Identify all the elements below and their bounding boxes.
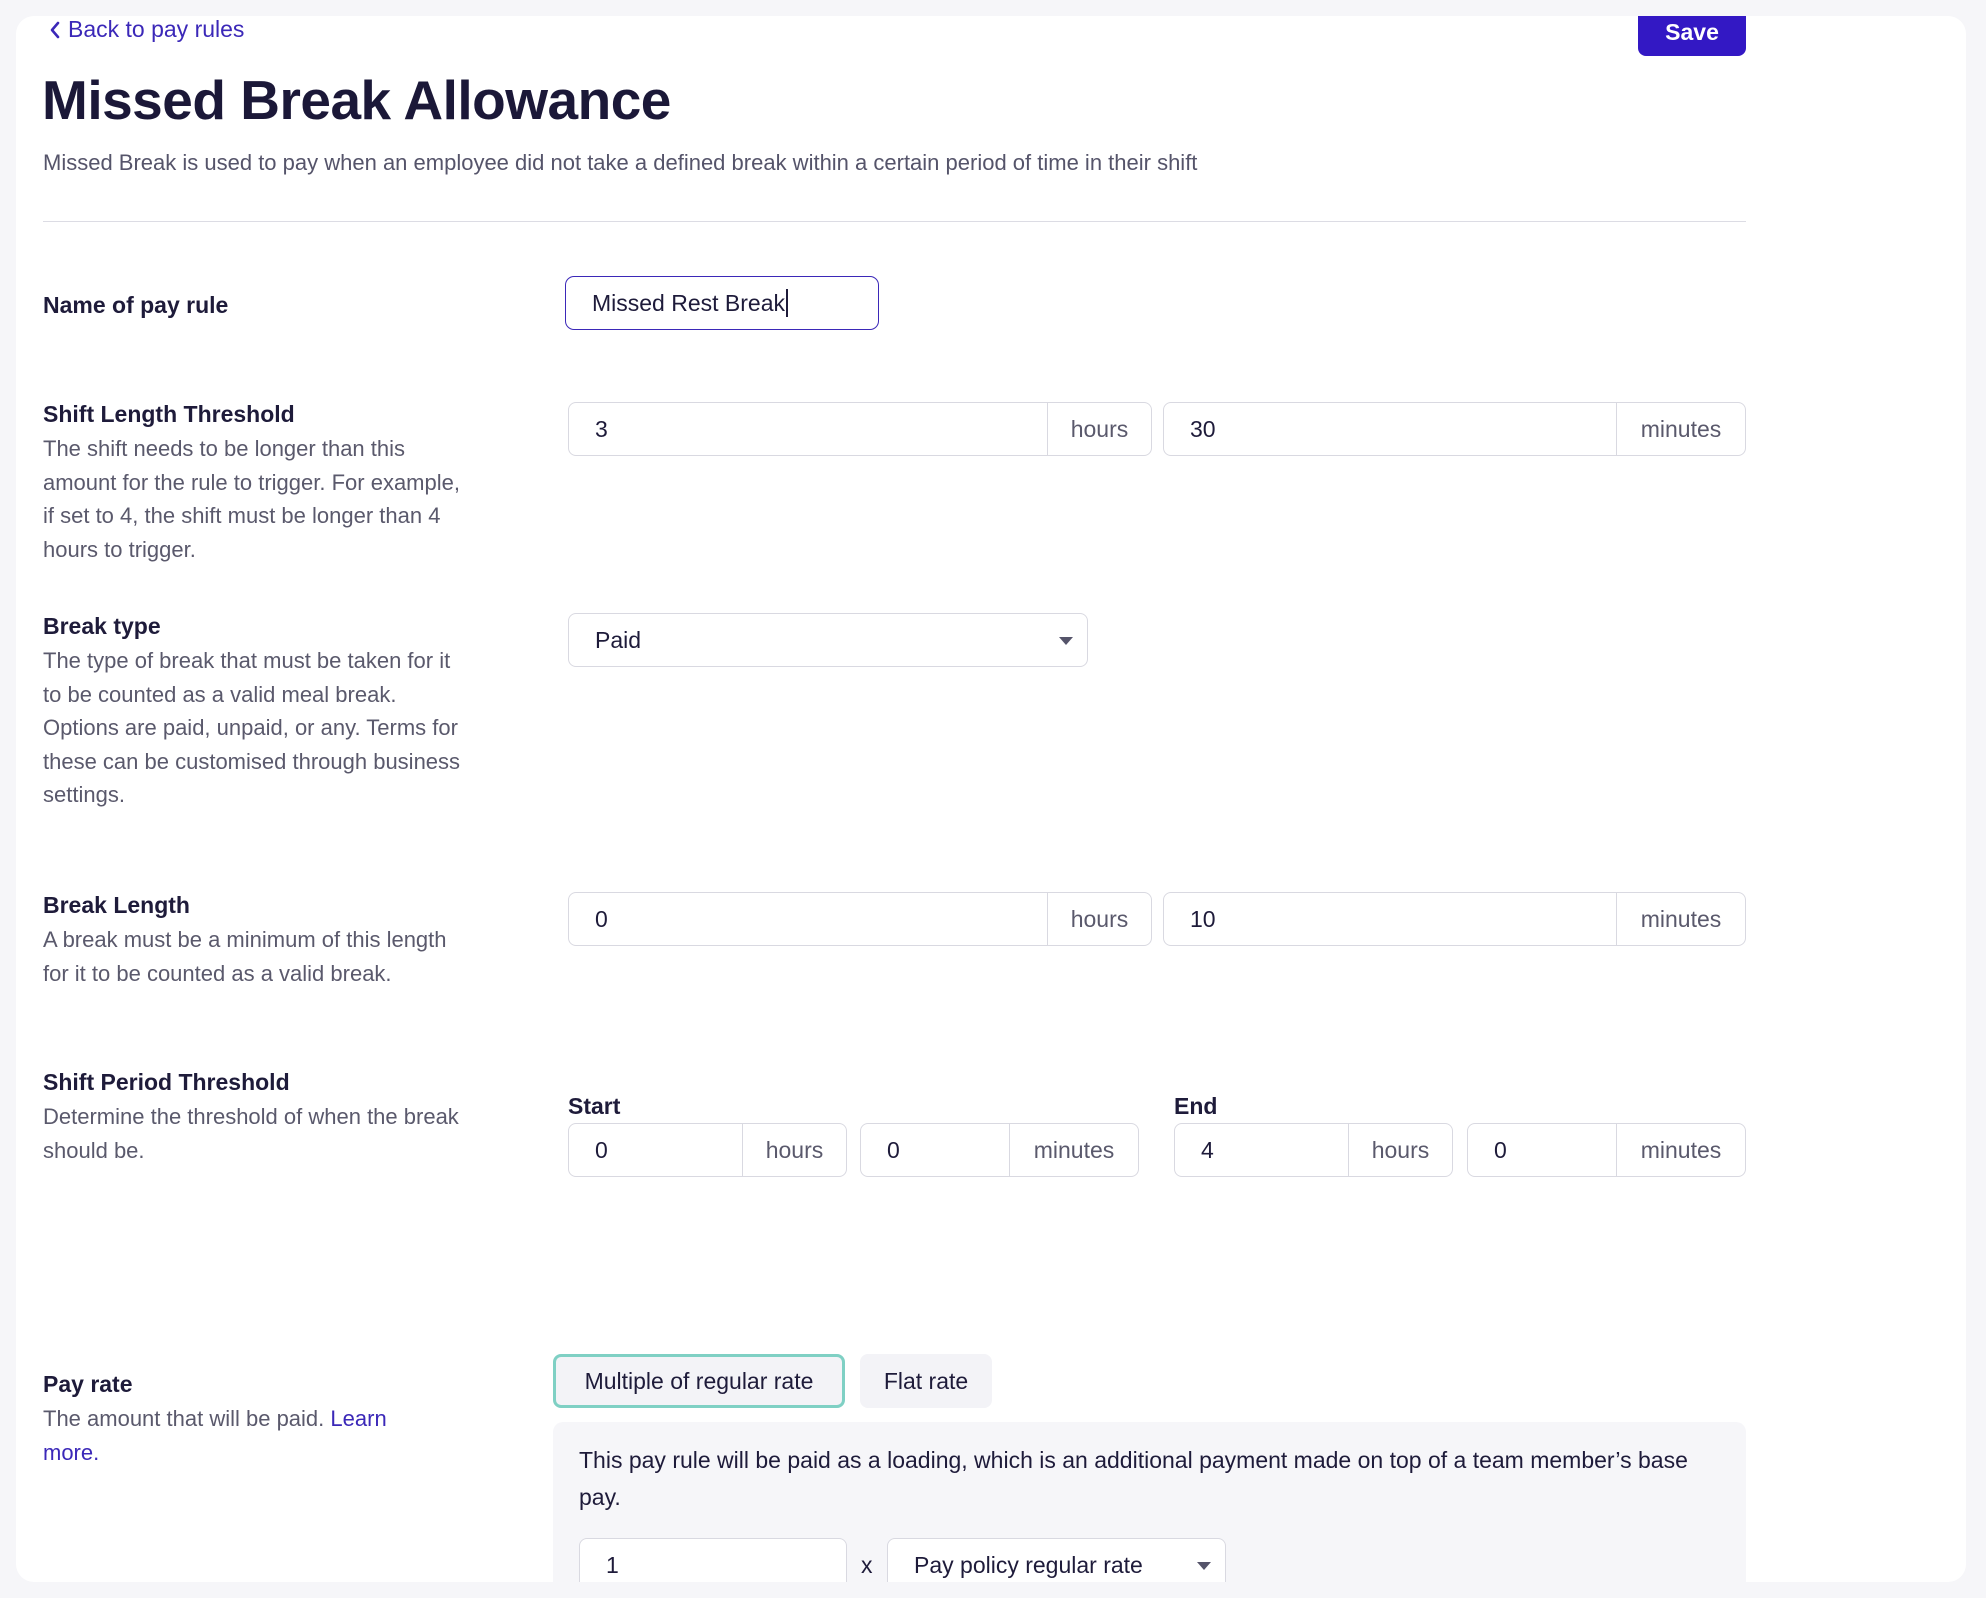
- pay-rate-help: The amount that will be paid. Learn more…: [43, 1402, 443, 1469]
- start-label: Start: [568, 1093, 621, 1119]
- page-description: Missed Break is used to pay when an empl…: [43, 150, 1198, 175]
- rate-select[interactable]: Pay policy regular rate: [887, 1538, 1226, 1582]
- pay-rate-label: Pay rate: [43, 1371, 133, 1397]
- break-type-selected: Paid: [595, 626, 642, 653]
- break-length-help: A break must be a minimum of this length…: [43, 927, 447, 986]
- shift-length-hours-value: 3: [595, 415, 608, 442]
- break-type-help: The type of break that must be taken for…: [43, 648, 461, 807]
- multiplier-value: 1: [606, 1551, 619, 1578]
- end-hours-value: 4: [1201, 1136, 1214, 1163]
- minutes-unit: minutes: [1616, 1124, 1745, 1176]
- dropdown-arrow-icon: [1059, 637, 1073, 645]
- break-type-label: Break type: [43, 613, 161, 639]
- end-hours-field[interactable]: 4 hours: [1174, 1123, 1453, 1177]
- shift-length-label: Shift Length Threshold: [43, 401, 295, 427]
- minutes-unit: minutes: [1616, 403, 1745, 455]
- pay-rate-panel-text: This pay rule will be paid as a loading,…: [579, 1447, 1688, 1510]
- multiplier-input[interactable]: 1: [579, 1538, 847, 1582]
- break-length-label: Break Length: [43, 892, 190, 918]
- pay-rate-help-text: The amount that will be paid.: [43, 1406, 325, 1431]
- end-label: End: [1174, 1093, 1218, 1119]
- chevron-left-icon: [50, 21, 60, 38]
- break-length-minutes-field[interactable]: 10 minutes: [1163, 892, 1746, 946]
- break-length-hours-value: 0: [595, 905, 608, 932]
- end-minutes-value: 0: [1494, 1136, 1507, 1163]
- shift-length-hours-field[interactable]: 3 hours: [568, 402, 1152, 456]
- break-length-hours-field[interactable]: 0 hours: [568, 892, 1152, 946]
- name-rule-label: Name of pay rule: [43, 292, 229, 318]
- divider: [43, 221, 1746, 222]
- back-link-label: Back to pay rules: [68, 16, 245, 42]
- pay-rule-name-input[interactable]: Missed Rest Break: [565, 276, 879, 330]
- minutes-unit: minutes: [1009, 1124, 1138, 1176]
- dropdown-arrow-icon: [1197, 1562, 1211, 1570]
- shift-length-minutes-value: 30: [1190, 415, 1216, 442]
- start-minutes-value: 0: [887, 1136, 900, 1163]
- shift-length-minutes-field[interactable]: 30 minutes: [1163, 402, 1746, 456]
- start-minutes-field[interactable]: 0 minutes: [860, 1123, 1139, 1177]
- minutes-unit: minutes: [1616, 893, 1745, 945]
- times-symbol: x: [861, 1552, 873, 1578]
- shift-period-label: Shift Period Threshold: [43, 1069, 290, 1095]
- back-link[interactable]: Back to pay rules: [48, 16, 244, 43]
- break-type-select[interactable]: Paid: [568, 613, 1088, 667]
- text-caret: [786, 289, 789, 317]
- multiple-of-regular-rate-toggle[interactable]: Multiple of regular rate: [553, 1354, 845, 1408]
- start-hours-field[interactable]: 0 hours: [568, 1123, 847, 1177]
- rate-selected: Pay policy regular rate: [914, 1551, 1143, 1578]
- learn-more-link[interactable]: Learn more.: [43, 1406, 387, 1465]
- hours-unit: hours: [742, 1124, 846, 1176]
- page-card: Back to pay rules Save Missed Break Allo…: [16, 16, 1966, 1582]
- save-button[interactable]: Save: [1638, 16, 1746, 56]
- start-hours-value: 0: [595, 1136, 608, 1163]
- hours-unit: hours: [1047, 893, 1151, 945]
- hours-unit: hours: [1047, 403, 1151, 455]
- shift-period-help: Determine the threshold of when the brea…: [43, 1104, 459, 1163]
- hours-unit: hours: [1348, 1124, 1452, 1176]
- shift-length-help: The shift needs to be longer than this a…: [43, 436, 460, 562]
- pay-rule-name-value: Missed Rest Break: [592, 289, 786, 316]
- end-minutes-field[interactable]: 0 minutes: [1467, 1123, 1746, 1177]
- flat-rate-toggle[interactable]: Flat rate: [860, 1354, 992, 1408]
- page-title: Missed Break Allowance: [42, 69, 671, 131]
- break-length-minutes-value: 10: [1190, 905, 1216, 932]
